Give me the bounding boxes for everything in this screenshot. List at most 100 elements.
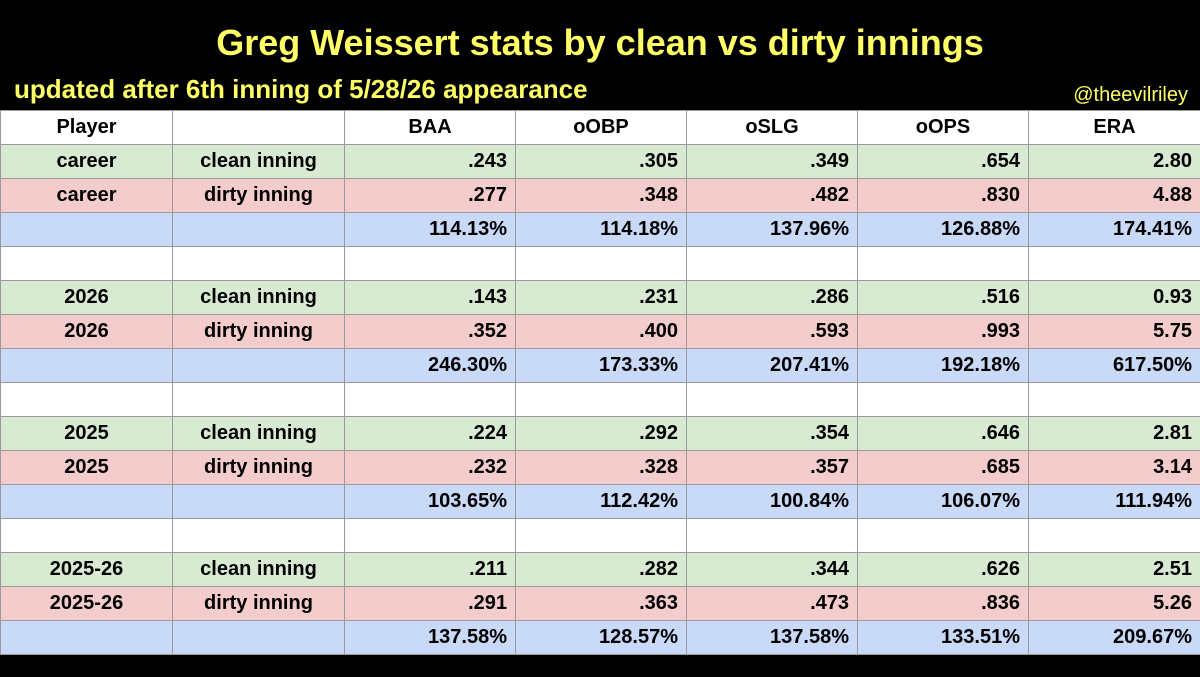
header-banner: Greg Weissert stats by clean vs dirty in…: [0, 0, 1200, 110]
empty-cell: [0, 382, 173, 417]
stat-value: 2.80: [1028, 144, 1200, 179]
spacer-row: [0, 382, 1200, 417]
inning-type-cell: dirty inning: [172, 178, 345, 213]
inning-type-cell: [172, 212, 345, 247]
stat-value: .352: [344, 314, 516, 349]
empty-cell: [515, 518, 687, 553]
stat-value: 106.07%: [857, 484, 1029, 519]
stat-value: 209.67%: [1028, 620, 1200, 655]
stat-value: 192.18%: [857, 348, 1029, 383]
column-header-baa: BAA: [344, 110, 516, 145]
stat-value: 100.84%: [686, 484, 858, 519]
stat-value: .993: [857, 314, 1029, 349]
inning-type-cell: [172, 484, 345, 519]
stat-value: 5.75: [1028, 314, 1200, 349]
stat-value: .482: [686, 178, 858, 213]
stat-value: .363: [515, 586, 687, 621]
spacer-row: [0, 246, 1200, 281]
stat-value: .231: [515, 280, 687, 315]
stat-value: 246.30%: [344, 348, 516, 383]
player-cell: 2025-26: [0, 586, 173, 621]
stat-value: .654: [857, 144, 1029, 179]
player-cell: 2026: [0, 280, 173, 315]
page-title: Greg Weissert stats by clean vs dirty in…: [216, 22, 984, 63]
stat-value: 174.41%: [1028, 212, 1200, 247]
ratio-row: 114.13% 114.18% 137.96% 126.88% 174.41%: [0, 212, 1200, 247]
stat-value: 2.51: [1028, 552, 1200, 587]
inning-type-cell: dirty inning: [172, 314, 345, 349]
stat-value: 137.96%: [686, 212, 858, 247]
column-header-type: [172, 110, 345, 145]
stat-value: 103.65%: [344, 484, 516, 519]
stat-value: 3.14: [1028, 450, 1200, 485]
column-header-oops: oOPS: [857, 110, 1029, 145]
player-cell: [0, 484, 173, 519]
inning-type-cell: [172, 620, 345, 655]
player-cell: 2025: [0, 416, 173, 451]
stat-value: .626: [857, 552, 1029, 587]
ratio-row: 137.58% 128.57% 137.58% 133.51% 209.67%: [0, 620, 1200, 655]
inning-type-cell: clean inning: [172, 552, 345, 587]
stat-value: .516: [857, 280, 1029, 315]
player-cell: 2026: [0, 314, 173, 349]
player-cell: career: [0, 178, 173, 213]
empty-cell: [172, 518, 345, 553]
stat-value: .473: [686, 586, 858, 621]
stat-value: .685: [857, 450, 1029, 485]
inning-type-cell: clean inning: [172, 144, 345, 179]
stat-value: 114.18%: [515, 212, 687, 247]
stat-value: .291: [344, 586, 516, 621]
empty-cell: [344, 246, 516, 281]
stat-value: .286: [686, 280, 858, 315]
stat-value: .292: [515, 416, 687, 451]
empty-cell: [857, 518, 1029, 553]
empty-cell: [172, 246, 345, 281]
ratio-row: 246.30% 173.33% 207.41% 192.18% 617.50%: [0, 348, 1200, 383]
empty-cell: [344, 518, 516, 553]
stat-value: .211: [344, 552, 516, 587]
player-cell: [0, 348, 173, 383]
player-cell: [0, 212, 173, 247]
empty-cell: [515, 246, 687, 281]
column-header-era: ERA: [1028, 110, 1200, 145]
stat-value: 4.88: [1028, 178, 1200, 213]
empty-cell: [0, 518, 173, 553]
stat-value: 207.41%: [686, 348, 858, 383]
inning-type-cell: clean inning: [172, 280, 345, 315]
column-header-player: Player: [0, 110, 173, 145]
player-cell: [0, 620, 173, 655]
empty-cell: [0, 246, 173, 281]
stat-value: .593: [686, 314, 858, 349]
table-header-row: Player BAA oOBP oSLG oOPS ERA: [0, 110, 1200, 145]
stat-value: 5.26: [1028, 586, 1200, 621]
stat-value: .348: [515, 178, 687, 213]
stat-value: .243: [344, 144, 516, 179]
stat-value: 0.93: [1028, 280, 1200, 315]
dirty-row: 2025-26 dirty inning .291.363.473.836 5.26: [0, 586, 1200, 621]
stat-value: 128.57%: [515, 620, 687, 655]
inning-type-cell: [172, 348, 345, 383]
stat-value: 111.94%: [1028, 484, 1200, 519]
stat-value: .830: [857, 178, 1029, 213]
inning-type-cell: dirty inning: [172, 450, 345, 485]
dirty-row: 2025 dirty inning .232.328.357.685 3.14: [0, 450, 1200, 485]
empty-cell: [515, 382, 687, 417]
clean-row: 2025-26 clean inning .211.282.344.626 2.51: [0, 552, 1200, 587]
stat-value: 112.42%: [515, 484, 687, 519]
stat-value: 137.58%: [686, 620, 858, 655]
stat-value: 2.81: [1028, 416, 1200, 451]
dirty-row: 2026 dirty inning .352.400.593.993 5.75: [0, 314, 1200, 349]
empty-cell: [172, 382, 345, 417]
stat-value: 617.50%: [1028, 348, 1200, 383]
column-header-oslg: oSLG: [686, 110, 858, 145]
player-cell: career: [0, 144, 173, 179]
empty-cell: [857, 382, 1029, 417]
ratio-row: 103.65% 112.42% 100.84% 106.07% 111.94%: [0, 484, 1200, 519]
empty-cell: [686, 518, 858, 553]
stat-value: .400: [515, 314, 687, 349]
stat-value: .836: [857, 586, 1029, 621]
stat-value: .143: [344, 280, 516, 315]
dirty-row: career dirty inning .277.348.482.830 4.88: [0, 178, 1200, 213]
stat-value: 173.33%: [515, 348, 687, 383]
stat-value: .277: [344, 178, 516, 213]
